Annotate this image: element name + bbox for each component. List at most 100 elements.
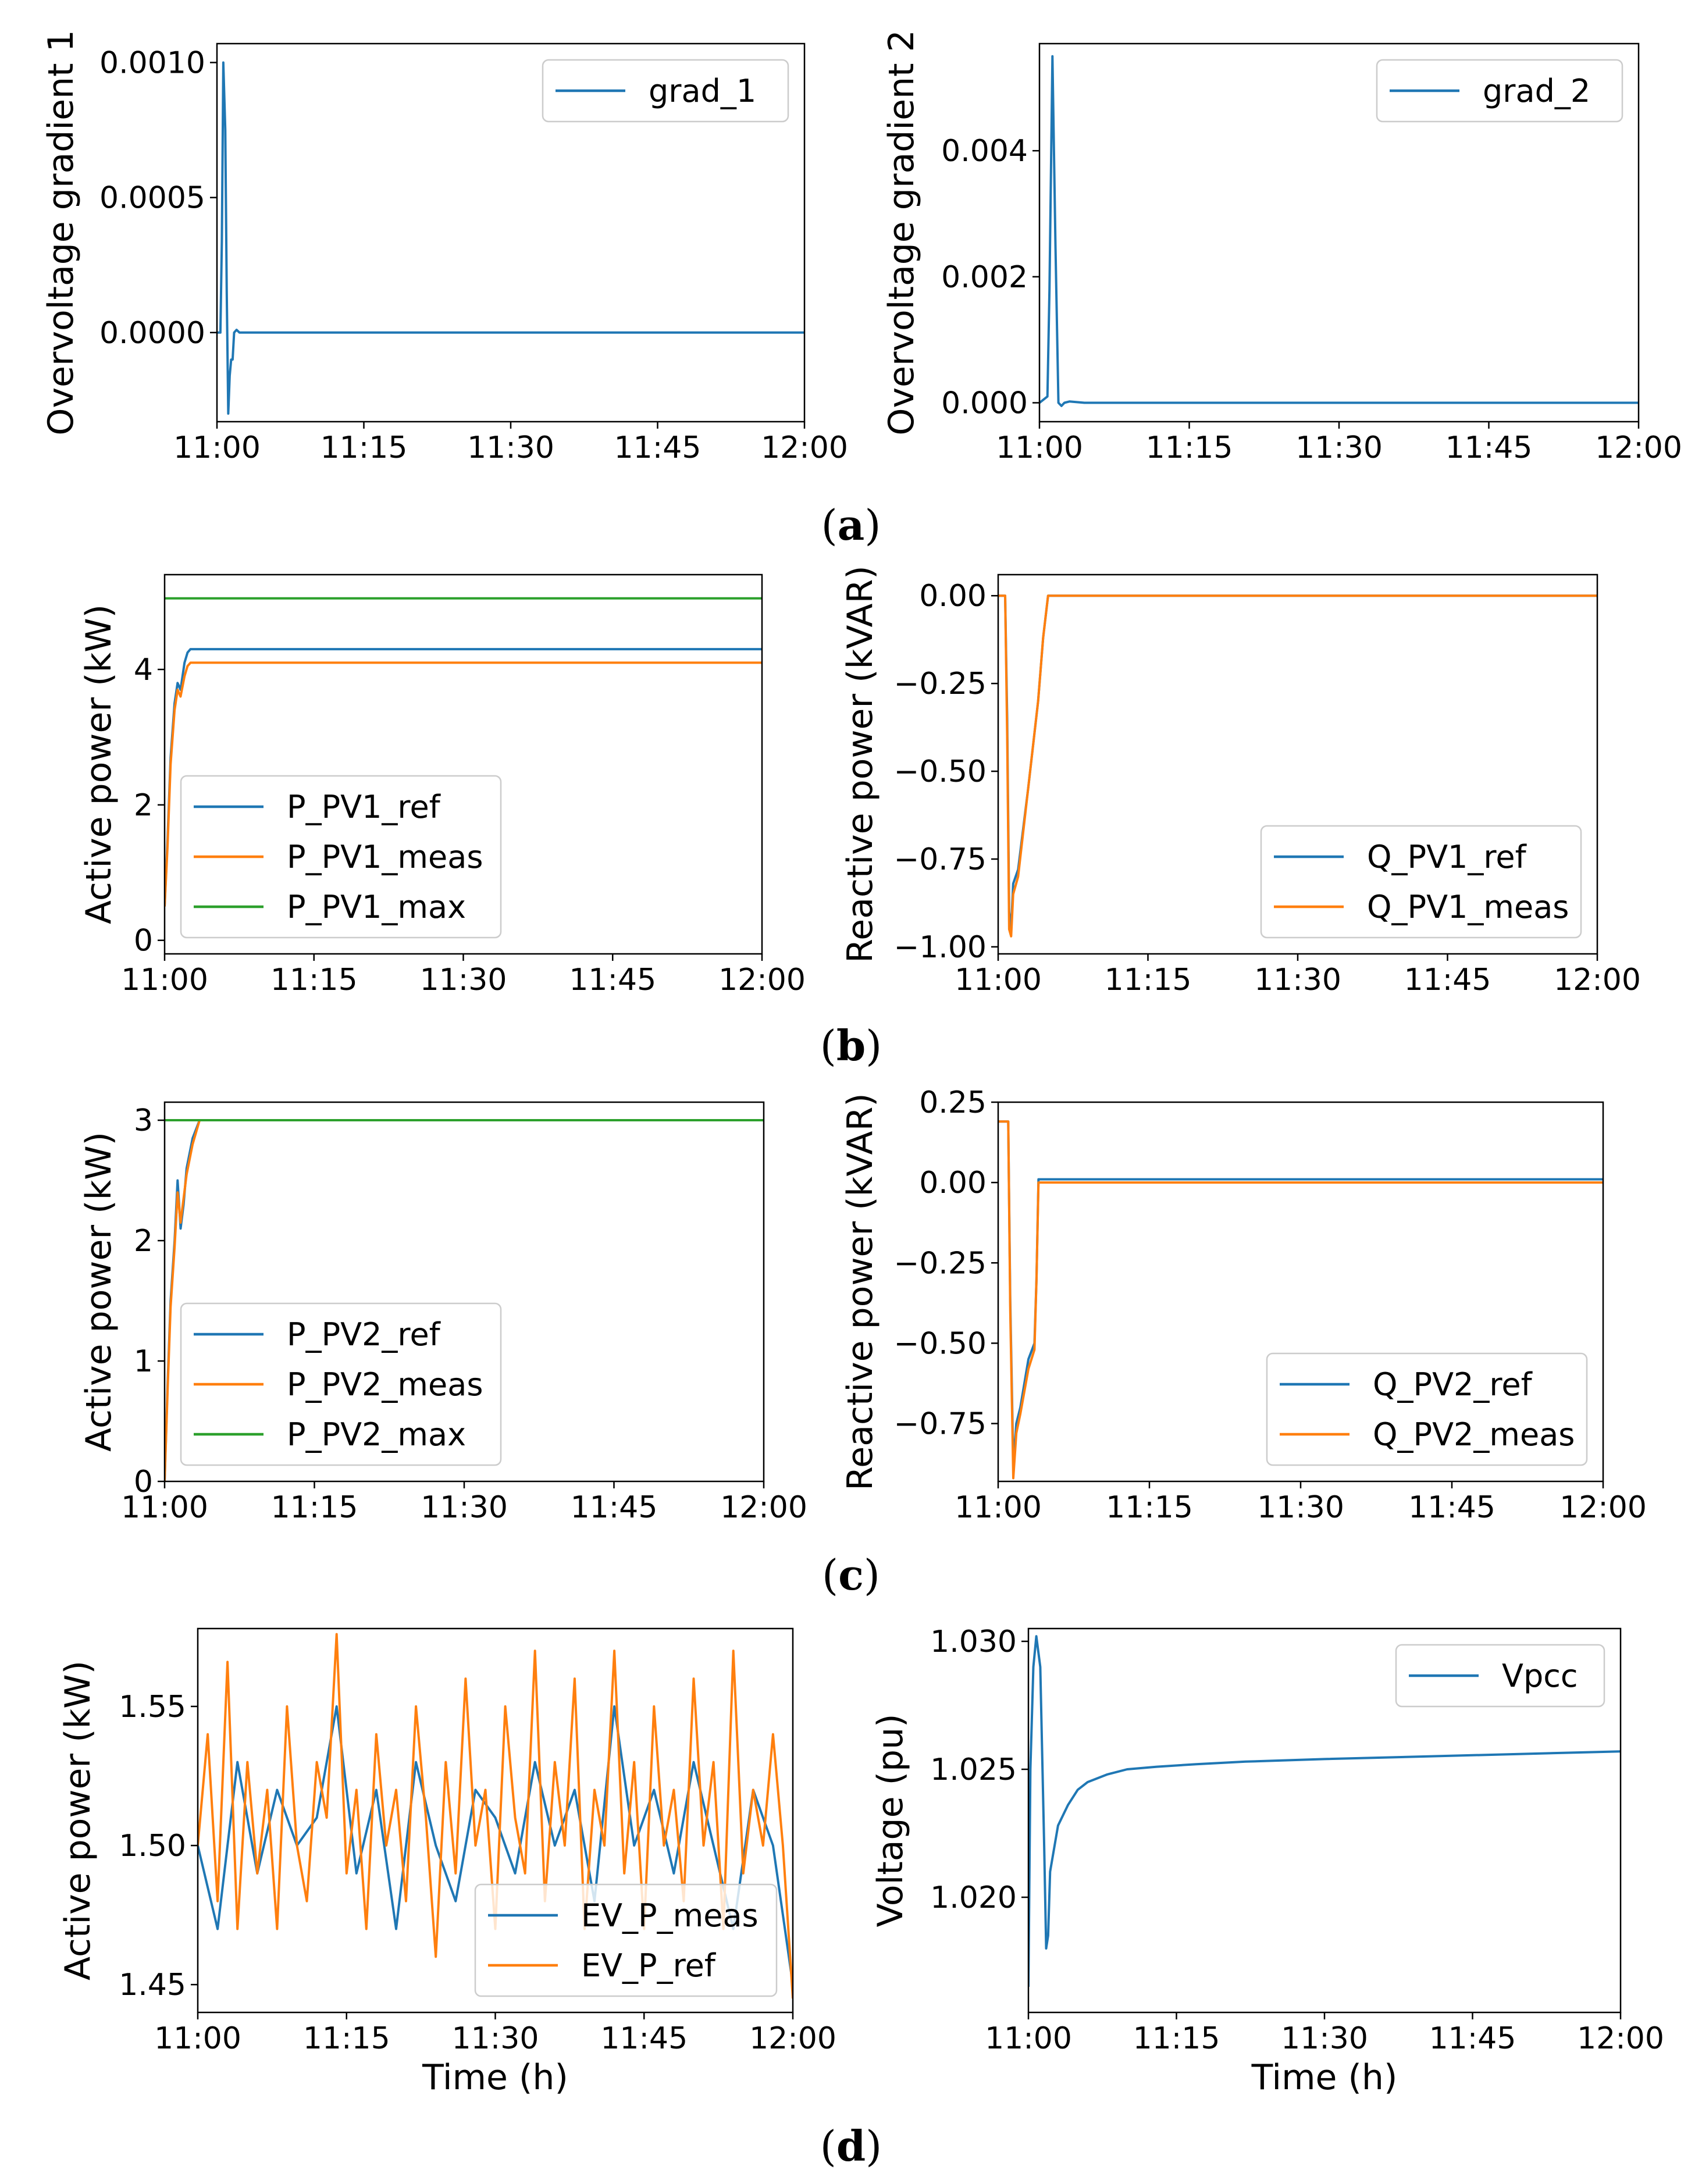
legend-entry: P_PV1_max <box>287 889 466 925</box>
legend-entry: P_PV2_max <box>287 1416 466 1453</box>
chart-c-left: 11:00 11:15 11:30 11:45 12:00 0 1 2 3 Active powe… <box>79 1101 807 1525</box>
x-tick-label: 12:00 <box>720 1490 807 1525</box>
legend: grad_1 <box>542 59 789 123</box>
y-tick-label: −0.50 <box>894 754 987 789</box>
x-tick-label: 11:00 <box>985 2021 1072 2056</box>
y-tick-label: 1.025 <box>930 1752 1017 1787</box>
series-line-Vpcc <box>1028 1635 1621 1987</box>
y-tick-label: 2 <box>134 788 153 823</box>
x-tick-label: 12:00 <box>1554 963 1641 997</box>
legend-box <box>474 1883 778 1997</box>
legend-box <box>542 59 789 123</box>
chart-a-left: 11:00 11:15 11:30 11:45 12:00 0.0000 0.0005 0.0… <box>41 30 848 465</box>
legend-entry: P_PV2_ref <box>287 1316 441 1353</box>
y-axis-label: Active power (kW) <box>58 1661 98 1980</box>
legend: grad_2 <box>1376 59 1623 123</box>
x-tick-label: 11:15 <box>1146 430 1233 465</box>
legend-box <box>1395 1644 1605 1708</box>
legend-entry: Q_PV1_ref <box>1367 839 1527 875</box>
chart-a-right: 11:00 11:15 11:30 11:45 12:00 0.000 0.002 0.004… <box>881 30 1682 465</box>
y-axis-label: Voltage (pu) <box>870 1713 911 1927</box>
chart-d-left: 11:00 11:15 11:30 11:45 12:00 1.45 1.50 1.55 Act… <box>58 1627 836 2098</box>
legend-entry: grad_1 <box>649 73 756 109</box>
x-tick-label: 11:00 <box>121 1490 208 1525</box>
x-tick-label: 11:00 <box>121 963 208 997</box>
series-line-grad_2 <box>1039 55 1639 407</box>
x-axis-label: Time (h) <box>1251 2057 1398 2098</box>
chart-d-right: 11:00 11:15 11:30 11:45 12:00 1.020 1.025 1.030… <box>870 1624 1664 2098</box>
y-tick-label: 1.50 <box>119 1829 186 1864</box>
y-tick-label: 0.0010 <box>99 46 205 81</box>
series-line-grad_1 <box>217 61 804 415</box>
y-tick-label: −0.75 <box>894 1407 987 1442</box>
x-tick-label: 11:45 <box>1445 430 1533 465</box>
series-line-P_PV1_meas <box>165 661 762 907</box>
legend-entry: Vpcc <box>1502 1658 1578 1694</box>
legend-box <box>1266 1352 1588 1466</box>
legend-entry: EV_P_meas <box>581 1897 759 1934</box>
y-tick-label: −0.75 <box>894 842 987 877</box>
x-tick-label: 11:45 <box>1404 963 1491 997</box>
y-tick-label: 0 <box>134 924 153 959</box>
x-tick-label: 11:30 <box>452 2021 539 2056</box>
x-tick-label: 11:45 <box>600 2021 688 2056</box>
x-tick-label: 12:00 <box>1577 2021 1664 2056</box>
legend-box <box>1376 59 1623 123</box>
x-tick-label: 12:00 <box>718 963 806 997</box>
legend-entry: Q_PV1_meas <box>1367 889 1569 925</box>
caption-c: (c) <box>822 1550 880 1599</box>
x-tick-label: 11:00 <box>996 430 1083 465</box>
y-axis-label: Overvoltage gradient 2 <box>881 30 922 436</box>
x-tick-label: 12:00 <box>1559 1490 1647 1525</box>
x-tick-label: 11:00 <box>955 963 1042 997</box>
y-axis-label: Reactive power (kVAR) <box>840 565 881 963</box>
y-axis-label: Active power (kW) <box>79 604 119 924</box>
y-tick-label: 1.45 <box>119 1968 186 2003</box>
y-tick-label: 0.002 <box>941 260 1028 295</box>
series-line-Q_PV2_meas <box>998 1120 1603 1480</box>
x-tick-label: 11:30 <box>1254 963 1341 997</box>
y-axis-label: Reactive power (kVAR) <box>840 1093 881 1490</box>
legend-box <box>1260 825 1582 939</box>
y-tick-label: 0.004 <box>941 134 1028 169</box>
y-tick-label: 0.0005 <box>99 181 205 216</box>
x-tick-label: 11:15 <box>271 1490 358 1525</box>
y-tick-label: 4 <box>134 653 153 687</box>
x-tick-label: 11:45 <box>569 963 656 997</box>
x-tick-label: 11:00 <box>173 430 261 465</box>
y-tick-label: 3 <box>134 1103 153 1138</box>
y-tick-label: −1.00 <box>894 930 987 965</box>
x-tick-label: 11:45 <box>1429 2021 1516 2056</box>
legend-entry: Q_PV2_meas <box>1373 1416 1575 1453</box>
caption-d: (d) <box>820 2121 882 2171</box>
x-tick-label: 11:30 <box>1257 1490 1344 1525</box>
caption-b: (b) <box>820 1021 882 1070</box>
x-tick-label: 11:00 <box>154 2021 241 2056</box>
y-tick-label: −0.50 <box>894 1326 987 1361</box>
y-tick-label: −0.25 <box>894 1246 987 1281</box>
y-tick-label: 0.25 <box>919 1085 987 1120</box>
x-tick-label: 11:15 <box>270 963 358 997</box>
x-tick-label: 11:45 <box>614 430 702 465</box>
legend: Q_PV1_ref Q_PV1_meas <box>1260 825 1582 939</box>
legend-entry: EV_P_ref <box>581 1947 717 1984</box>
y-tick-label: 2 <box>134 1224 153 1259</box>
legend: Q_PV2_ref Q_PV2_meas <box>1266 1352 1588 1466</box>
legend-entry: P_PV1_meas <box>287 839 483 875</box>
legend: P_PV2_ref P_PV2_meas P_PV2_max <box>180 1302 502 1466</box>
x-axis-label: Time (h) <box>422 2057 568 2098</box>
y-tick-label: 1.020 <box>930 1880 1017 1915</box>
x-tick-label: 11:15 <box>1106 1490 1193 1525</box>
x-tick-label: 11:30 <box>1295 430 1383 465</box>
x-tick-label: 11:15 <box>321 430 408 465</box>
legend: Vpcc <box>1395 1644 1605 1708</box>
x-tick-label: 11:00 <box>955 1490 1042 1525</box>
x-tick-label: 11:30 <box>421 1490 508 1525</box>
y-axis-label: Overvoltage gradient 1 <box>41 30 81 436</box>
y-tick-label: 1 <box>134 1344 153 1379</box>
x-tick-label: 12:00 <box>761 430 848 465</box>
x-tick-label: 11:45 <box>1408 1490 1496 1525</box>
y-tick-label: 0.000 <box>941 386 1028 421</box>
chart-b-left: 11:00 11:15 11:30 11:45 12:00 0 2 4 Active power… <box>79 573 806 997</box>
